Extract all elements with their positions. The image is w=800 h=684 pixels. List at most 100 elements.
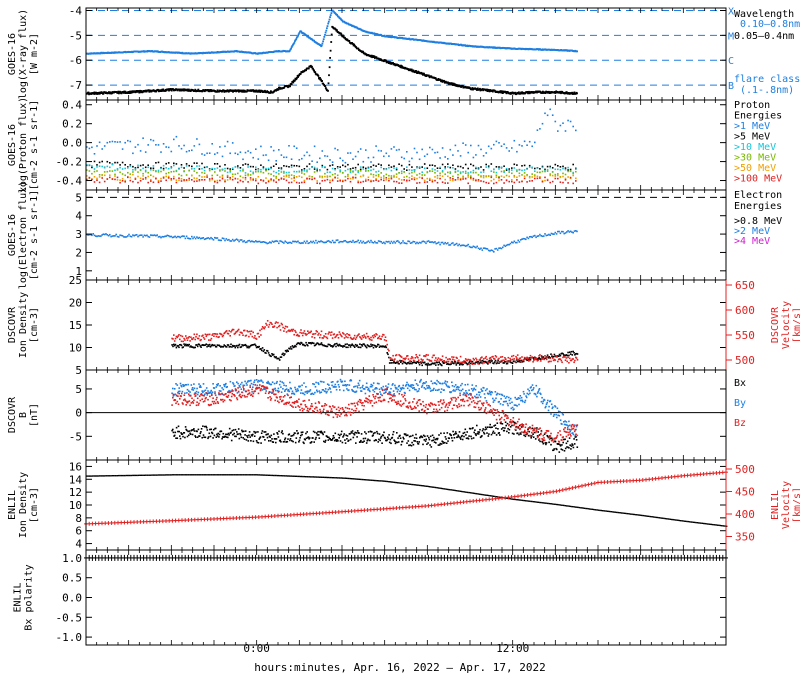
data-point [376,334,378,336]
data-point [203,383,205,385]
data-point [216,346,218,348]
data-point [388,438,390,440]
data-point [231,346,233,348]
data-point [267,437,269,439]
data-point [201,153,203,155]
data-point [345,442,347,444]
data-point [229,177,231,179]
data-point [478,145,480,147]
data-point [309,175,311,177]
data-point [107,178,109,180]
data-point [122,173,124,175]
data-point [233,329,235,331]
data-point [462,178,464,180]
data-point [265,168,267,170]
data-point [200,346,202,348]
data-point [177,384,179,386]
data-point [318,434,320,436]
data-point [287,438,289,440]
data-point [177,345,179,347]
data-point [529,360,531,362]
data-point [119,182,121,184]
data-point [498,432,500,434]
data-point [327,176,329,178]
data-point [427,167,429,169]
data-point [132,181,134,183]
data-point [575,130,577,132]
data-point [493,179,495,181]
data-point [524,172,526,174]
data-point [409,241,411,243]
data-point [442,242,444,244]
data-point [497,361,499,363]
data-point [194,170,196,172]
data-point [558,355,560,357]
data-point [411,166,413,168]
data-point [506,147,508,149]
data-point [510,359,512,361]
data-point [208,339,210,341]
data-point [439,157,441,159]
data-point [479,362,481,364]
data-point [511,356,513,358]
data-point [255,345,257,347]
data-point [425,439,427,441]
data-point [192,238,194,240]
data-point [299,344,301,346]
data-point [268,352,270,354]
data-point [356,337,358,339]
data-point [200,386,202,388]
data-point [438,364,440,366]
data-point [574,443,576,445]
data-point [526,168,528,170]
data-point [324,155,326,157]
data-point [316,180,318,182]
data-point [247,164,249,166]
data-point [276,381,278,383]
data-point [422,359,424,361]
data-point [135,169,137,171]
data-point [224,181,226,183]
data-point [190,238,192,240]
data-point [255,431,257,433]
data-point [101,161,103,163]
data-point [435,357,437,359]
data-point [434,165,436,167]
data-point [374,432,376,434]
data-point [558,231,560,233]
data-point [444,173,446,175]
data-point [401,182,403,184]
data-point [341,336,343,338]
data-point [567,352,569,354]
data-point [572,354,574,356]
data-point [150,167,152,169]
data-point [549,361,551,363]
data-point [332,168,334,170]
data-point [424,241,426,243]
data-point [303,332,305,334]
data-point [383,156,385,158]
data-point [411,445,413,447]
data-point [495,424,497,426]
data-point [223,335,225,337]
data-point [201,168,203,170]
data-point [91,173,93,175]
data-point [324,34,326,36]
data-point [572,444,574,446]
data-point [140,150,142,152]
data-point [572,175,574,177]
data-point [555,175,557,177]
data-point [319,176,321,178]
data-point [89,164,91,166]
data-point [94,153,96,155]
data-point [300,73,302,75]
data-point [219,176,221,178]
data-point [502,356,504,358]
data-point [325,32,327,34]
data-point [434,241,436,243]
data-point [378,174,380,176]
data-point [190,433,192,435]
data-point [213,239,215,241]
data-point [118,236,120,238]
data-point [177,437,179,439]
